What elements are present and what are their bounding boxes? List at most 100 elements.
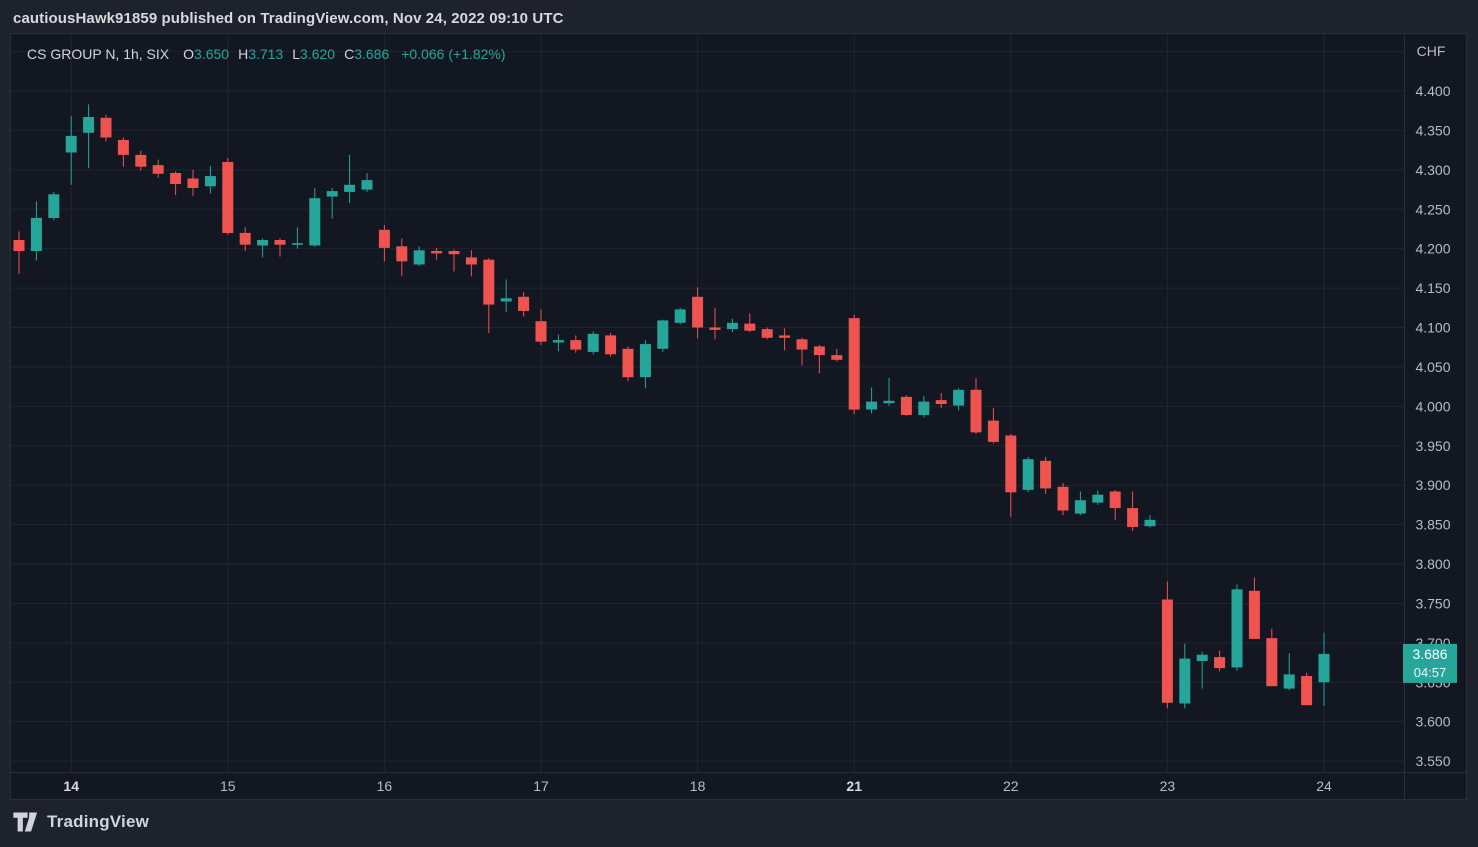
candle-up[interactable]: [1196, 651, 1208, 689]
candle-up[interactable]: [639, 340, 651, 389]
candle-up[interactable]: [1092, 490, 1104, 505]
candle-down[interactable]: [117, 137, 129, 167]
candle-down[interactable]: [570, 335, 582, 353]
svg-text:17: 17: [533, 778, 549, 794]
candle-down[interactable]: [518, 292, 530, 317]
candle-up[interactable]: [1179, 643, 1191, 709]
svg-text:15: 15: [220, 778, 236, 794]
symbol-title[interactable]: CS GROUP N, 1h, SIX: [27, 46, 170, 62]
symbol-legend[interactable]: CS GROUP N, 1h, SIX O3.650 H3.713 L3.620…: [27, 46, 506, 62]
candle-down[interactable]: [396, 238, 408, 277]
candle-down[interactable]: [378, 225, 390, 262]
candle-up[interactable]: [30, 201, 42, 261]
legend-low: L3.620: [292, 46, 336, 62]
candle-down[interactable]: [779, 328, 791, 351]
candle-down[interactable]: [935, 392, 947, 408]
candle-down[interactable]: [274, 238, 286, 257]
candle-up[interactable]: [1022, 456, 1034, 493]
candle-down[interactable]: [135, 150, 147, 171]
candle-down[interactable]: [848, 314, 860, 415]
candle-down[interactable]: [1109, 489, 1121, 520]
candle-up[interactable]: [344, 154, 356, 203]
candle-down[interactable]: [1005, 433, 1017, 517]
candle-up[interactable]: [291, 227, 303, 249]
price-axis[interactable]: CHF 4.400 4.350 4.300 4.250 4.200 4.150 4.100 4.…: [1415, 43, 1450, 769]
legend-open: O3.650: [183, 46, 230, 62]
svg-text:4.100: 4.100: [1415, 320, 1450, 336]
time-axis[interactable]: 14 15 16 17 18 21 22 23 24: [63, 778, 1332, 794]
tradingview-link[interactable]: TradingView: [13, 812, 149, 832]
candle-down[interactable]: [1127, 491, 1139, 531]
candle-up[interactable]: [500, 279, 512, 312]
candle-up[interactable]: [1318, 632, 1330, 706]
candle-up[interactable]: [204, 165, 216, 194]
svg-text:4.000: 4.000: [1415, 398, 1450, 414]
candle-up[interactable]: [674, 307, 686, 325]
candle-down[interactable]: [1057, 482, 1069, 516]
candle-down[interactable]: [187, 169, 199, 196]
candle-down[interactable]: [1301, 672, 1313, 706]
candle-down[interactable]: [465, 250, 477, 277]
svg-text:4.150: 4.150: [1415, 280, 1450, 296]
svg-text:23: 23: [1160, 778, 1176, 794]
candle-down[interactable]: [831, 348, 843, 362]
candle-up[interactable]: [1144, 515, 1156, 528]
candle-up[interactable]: [866, 387, 878, 414]
candle-down[interactable]: [170, 171, 182, 196]
candle-down[interactable]: [13, 231, 25, 274]
candle-down[interactable]: [100, 114, 112, 142]
candle-up[interactable]: [1283, 653, 1295, 691]
candle-up[interactable]: [883, 377, 895, 406]
candle-up[interactable]: [65, 116, 77, 185]
svg-text:3.550: 3.550: [1415, 753, 1450, 769]
candle-down[interactable]: [692, 287, 704, 339]
candle-down[interactable]: [709, 307, 721, 340]
last-price-label: 3.686 04:57: [1403, 643, 1457, 683]
candle-up[interactable]: [1074, 491, 1086, 516]
candle-down[interactable]: [448, 249, 460, 272]
candle-up[interactable]: [48, 191, 60, 221]
candle-down[interactable]: [796, 337, 808, 366]
candle-down[interactable]: [1248, 577, 1260, 639]
candle-down[interactable]: [483, 258, 495, 334]
candlestick-series[interactable]: [13, 104, 1330, 709]
candle-up[interactable]: [326, 187, 338, 219]
candle-up[interactable]: [552, 334, 564, 352]
candle-down[interactable]: [535, 309, 547, 345]
candle-up[interactable]: [918, 396, 930, 418]
candle-down[interactable]: [970, 377, 982, 434]
candle-down[interactable]: [152, 159, 164, 178]
candle-down[interactable]: [222, 158, 234, 235]
candle-up[interactable]: [83, 104, 95, 169]
candle-down[interactable]: [431, 247, 443, 260]
candle-down[interactable]: [1214, 650, 1226, 672]
candle-up[interactable]: [309, 187, 321, 248]
candle-up[interactable]: [953, 388, 965, 411]
candle-up[interactable]: [587, 331, 599, 355]
candle-down[interactable]: [1266, 628, 1278, 687]
candle-up[interactable]: [726, 318, 738, 333]
candle-down[interactable]: [761, 327, 773, 340]
candle-down[interactable]: [744, 313, 756, 333]
svg-text:4.050: 4.050: [1415, 359, 1450, 375]
chart-panel-bg: [10, 33, 1467, 800]
candle-down[interactable]: [605, 333, 617, 357]
candle-up[interactable]: [413, 246, 425, 267]
candle-up[interactable]: [257, 238, 269, 258]
candle-up[interactable]: [361, 172, 373, 192]
candle-down[interactable]: [987, 407, 999, 444]
tradingview-logo-icon: [13, 812, 38, 832]
candle-down[interactable]: [622, 346, 634, 382]
candle-up[interactable]: [657, 319, 669, 352]
candle-down[interactable]: [813, 344, 825, 374]
svg-text:3.600: 3.600: [1415, 714, 1450, 730]
candle-up[interactable]: [1231, 584, 1243, 671]
candle-down[interactable]: [1161, 581, 1173, 709]
candle-down[interactable]: [1040, 456, 1052, 494]
svg-text:3.950: 3.950: [1415, 438, 1450, 454]
candle-down[interactable]: [900, 395, 912, 416]
candle-down[interactable]: [239, 227, 251, 252]
attribution-text: cautiousHawk91859 published on TradingVi…: [13, 10, 564, 27]
